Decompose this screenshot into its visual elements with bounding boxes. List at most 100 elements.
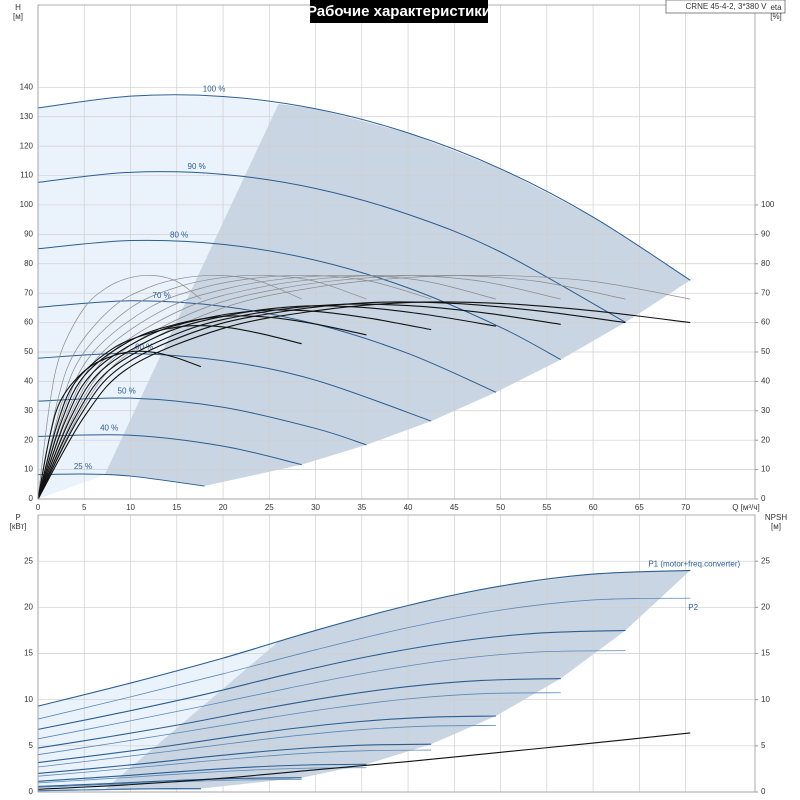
curve	[37, 715, 496, 764]
curve	[37, 274, 561, 500]
curve	[37, 274, 497, 500]
y-tick-label: 80	[24, 259, 33, 268]
curve	[37, 749, 432, 777]
curve	[37, 677, 561, 749]
curve	[37, 725, 496, 768]
curve	[37, 274, 432, 500]
y2-tick-label: 80	[761, 259, 770, 268]
x-axis-label: Q [м³/ч]	[732, 503, 759, 512]
curve-label: 60 %	[135, 343, 153, 352]
x-tick-label: 60	[589, 503, 598, 512]
y-tick-label: 20	[24, 435, 33, 444]
curve	[37, 788, 201, 792]
chart-title: Рабочие характеристики	[307, 3, 491, 20]
curve	[37, 397, 367, 446]
y2-tick-label: 15	[761, 649, 770, 658]
curve-label: P2	[688, 603, 698, 612]
y-axis-label: P	[15, 513, 20, 522]
y-tick-label: 100	[20, 200, 34, 209]
y2-tick-label: 30	[761, 406, 770, 415]
curve-label: 70 %	[153, 291, 171, 300]
curve-label: 100 %	[203, 85, 226, 94]
curve	[37, 274, 367, 500]
y-axis-label: H	[15, 3, 21, 12]
curve	[37, 350, 202, 500]
y2-tick-label: 60	[761, 318, 770, 327]
curves: 100 % 90 % 80 % 70 % 60 % 50 % 40 % 25 % P1 (mot…	[37, 85, 740, 792]
curve	[37, 777, 302, 788]
y2-tick-label: 90	[761, 229, 770, 238]
curve	[37, 650, 626, 740]
y-axis-unit: [кВт]	[10, 522, 27, 531]
y-tick-label: 10	[24, 465, 33, 474]
x-tick-label: 40	[404, 503, 413, 512]
x-tick-label: 55	[542, 503, 551, 512]
y-tick-label: 25	[24, 556, 33, 565]
x-tick-label: 10	[126, 503, 135, 512]
x-tick-label: 45	[450, 503, 459, 512]
x-tick-label: 5	[82, 503, 87, 512]
x-tick-label: 35	[357, 503, 366, 512]
y2-tick-label: 0	[761, 494, 766, 503]
curve-label: 40 %	[100, 424, 118, 433]
y2-tick-label: 10	[761, 465, 770, 474]
y2-tick-label: 25	[761, 556, 770, 565]
curve	[37, 629, 626, 730]
y-tick-label: 0	[29, 787, 34, 796]
y-tick-label: 60	[24, 318, 33, 327]
curve	[37, 767, 367, 784]
curve	[37, 763, 367, 782]
curve	[37, 597, 691, 720]
curve	[37, 301, 691, 500]
curve	[37, 315, 367, 500]
y2-tick-label: 20	[761, 435, 770, 444]
y-axis-unit: [м]	[13, 12, 23, 21]
y-tick-label: 90	[24, 229, 33, 238]
title-box	[310, 0, 488, 23]
y2-tick-label: 5	[761, 741, 766, 750]
x-tick-label: 30	[311, 503, 320, 512]
curve	[37, 274, 302, 500]
y-tick-label: 140	[20, 82, 34, 91]
curve	[37, 434, 302, 466]
y2-axis-label: NPSH	[765, 513, 787, 522]
curve	[37, 325, 302, 500]
curve-label: 90 %	[188, 162, 206, 171]
x-tick-label: 25	[265, 503, 274, 512]
y2-tick-label: 0	[761, 787, 766, 796]
y2-tick-label: 10	[761, 695, 770, 704]
model-box	[665, 0, 786, 14]
curve-label: P1 (motor+freq.converter)	[648, 560, 740, 569]
y2-tick-label: 70	[761, 288, 770, 297]
curve	[37, 274, 691, 500]
curve	[37, 303, 561, 500]
y-tick-label: 0	[29, 494, 34, 503]
y-tick-label: 30	[24, 406, 33, 415]
envelope-region	[38, 641, 279, 792]
curve	[37, 473, 205, 487]
y2-tick-label: 20	[761, 602, 770, 611]
y2-tick-label: 100	[761, 200, 775, 209]
x-tick-label: 70	[681, 503, 690, 512]
curve	[37, 743, 432, 774]
operating-region	[104, 570, 691, 790]
curve-label: 80 %	[170, 231, 188, 240]
y2-axis-unit: [%]	[770, 12, 782, 21]
y-tick-label: 20	[24, 602, 33, 611]
x-tick-label: 20	[219, 503, 228, 512]
curve	[37, 352, 432, 422]
x-tick-label: 15	[172, 503, 181, 512]
y-tick-label: 10	[24, 695, 33, 704]
curve	[37, 274, 202, 500]
model-label: CRNE 45-4-2, 3*380 V	[686, 2, 768, 11]
y-tick-label: 15	[24, 649, 33, 658]
curve	[37, 94, 691, 281]
x-tick-label: 0	[36, 503, 41, 512]
y2-axis-label: eta	[770, 3, 782, 12]
y2-tick-label: 40	[761, 376, 770, 385]
y-tick-label: 50	[24, 347, 33, 356]
curve	[37, 305, 497, 500]
y-tick-label: 110	[20, 171, 33, 180]
curve-label: 25 %	[74, 462, 92, 471]
